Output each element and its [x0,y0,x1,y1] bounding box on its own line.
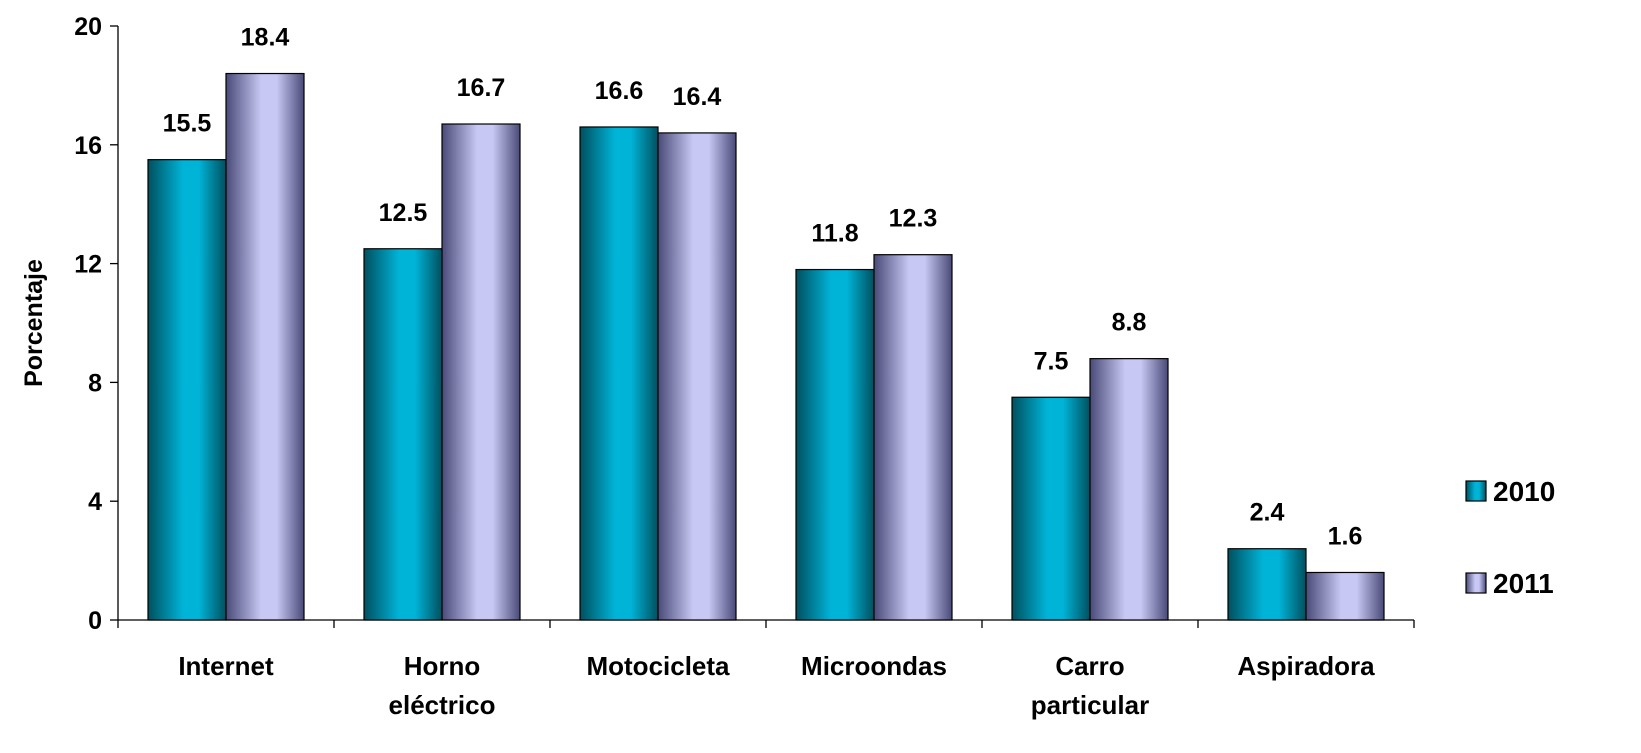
data-label-2010-1: 12.5 [379,199,428,227]
bar-2011-2 [657,132,737,621]
y-tick-label: 0 [88,607,102,635]
category-labels: Internet Horno eléctrico Motocicleta Microon… [178,651,1375,720]
category-label-3: Microondas [801,651,947,681]
legend-label-2010: 2010 [1493,476,1555,507]
bar-2010-4 [1011,396,1091,621]
bar-2011-5 [1305,571,1385,621]
data-label-2010-5: 2.4 [1250,499,1285,527]
y-tick-label: 4 [88,488,102,516]
data-label-2010-2: 16.6 [595,77,644,105]
data-labels: 15.5 18.4 12.5 16.7 16.6 16.4 11.8 12.3 7.5 8.8 2.… [163,24,1363,551]
data-label-2010-4: 7.5 [1034,347,1069,375]
bar-2010-5 [1227,548,1307,621]
data-label-2011-0: 18.4 [241,24,290,52]
bar-2011-4 [1089,358,1169,621]
data-label-2011-5: 1.6 [1328,522,1363,550]
y-tick-label: 16 [74,132,102,160]
bar-2010-2 [579,126,659,621]
bar-2011-0 [225,72,305,621]
bar-2011-3 [873,254,953,621]
category-label-4: Carro particular [1031,651,1150,720]
bar-2011-1 [441,123,521,621]
data-label-2011-4: 8.8 [1112,309,1147,337]
axes: 0 4 8 12 16 20 [74,13,1415,635]
data-label-2010-0: 15.5 [163,110,212,138]
category-label-2: Motocicleta [586,651,730,681]
category-label-1: Horno eléctrico [389,651,496,720]
category-label-5: Aspiradora [1237,651,1375,681]
data-label-2011-3: 12.3 [889,205,938,233]
legend-swatch-2010 [1465,480,1487,502]
data-label-2010-3: 11.8 [811,220,858,248]
y-axis-title-group: Porcentaje [20,259,48,387]
bar-2010-3 [795,268,875,621]
bar-2010-0 [147,159,227,621]
y-tick-label: 12 [74,251,102,279]
data-label-2011-2: 16.4 [673,83,722,111]
legend-swatch-2011 [1465,572,1487,594]
bar-2010-1 [363,248,443,621]
bars [147,72,1385,621]
category-label-0: Internet [178,651,274,681]
legend-label-2011: 2011 [1493,568,1554,599]
legend: 2010 2011 [1465,476,1555,599]
y-axis-title: Porcentaje [20,259,48,387]
y-tick-label: 8 [88,369,102,397]
data-label-2011-1: 16.7 [457,74,506,102]
y-tick-label: 20 [74,13,102,41]
